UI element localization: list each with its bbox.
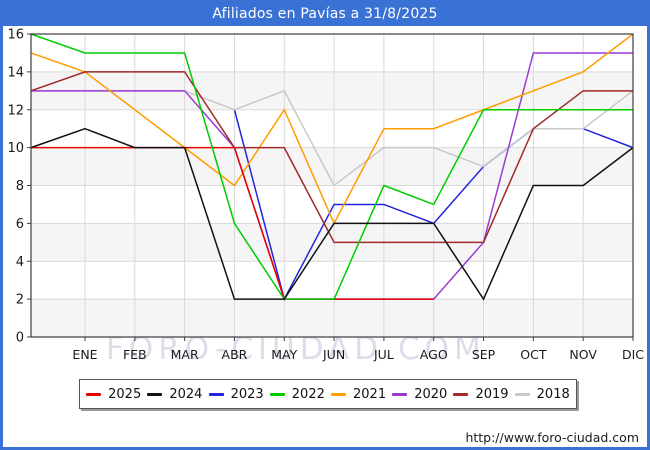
legend-item-2020: 2020 — [392, 387, 447, 402]
legend-dash-icon — [514, 392, 530, 396]
x-tick-label: NOV — [569, 347, 597, 362]
legend-item-2022: 2022 — [269, 386, 325, 402]
y-tick-label: 10 — [7, 141, 24, 156]
legend-item-2018: 2018 — [514, 386, 570, 402]
legend-dash-icon — [453, 392, 469, 396]
legend-label: 2022 — [291, 386, 325, 402]
series-line-2024 — [30, 127, 634, 301]
series-line-2022 — [30, 33, 633, 300]
legend-dash-icon — [392, 392, 408, 396]
legend-dash-icon — [331, 392, 346, 396]
y-tick-label: 4 — [16, 255, 24, 270]
series-line-2025 — [31, 146, 434, 300]
legend-dash-icon — [269, 392, 285, 396]
y-tick-label: 6 — [16, 217, 24, 232]
y-tick-label: 0 — [16, 331, 24, 346]
x-tick-label: ENE — [72, 347, 97, 362]
legend-label: 2018 — [536, 386, 570, 402]
x-tick-label: JUN — [322, 347, 345, 362]
legend-dash-icon — [86, 392, 102, 396]
legend-label: 2025 — [108, 386, 142, 402]
plot-svg: 0 2 4 6 8 10 12 14 16 ENE FEB MAR ABR MAY JUN JUL AGO SEP… — [7, 28, 644, 363]
legend-box: 2025 2024 2023 2022 2021 2020 2019 2018 — [79, 379, 577, 409]
legend-item-2021: 2021 — [331, 387, 386, 402]
chart-title: Afiliados en Pavías a 31/8/2025 — [3, 3, 647, 26]
legend-label: 2024 — [169, 386, 203, 402]
plot-band — [31, 147, 633, 186]
legend-item-2019: 2019 — [453, 386, 509, 402]
legend-label: 2021 — [353, 386, 387, 402]
plot-band — [31, 299, 633, 337]
x-tick-label: FEB — [123, 347, 147, 362]
plot-band — [31, 261, 633, 300]
y-tick-label: 8 — [16, 179, 24, 194]
legend-dash-icon — [208, 392, 224, 396]
x-tick-label: SEP — [472, 347, 496, 362]
x-tick-label: AGO — [420, 347, 448, 362]
plot-band — [31, 223, 633, 262]
x-tick-label: DIC — [622, 347, 644, 362]
legend-dash-icon — [147, 392, 163, 396]
x-tick-label: JUL — [373, 347, 394, 362]
footer-url: http://www.foro-ciudad.com — [465, 430, 639, 445]
x-tick-label: MAR — [171, 347, 199, 362]
y-tick-label: 14 — [7, 65, 24, 80]
legend-item-2025: 2025 — [86, 387, 141, 402]
x-tick-label: MAY — [271, 347, 297, 362]
y-tick-label: 16 — [7, 28, 24, 43]
legend-label: 2019 — [475, 386, 509, 402]
legend-label: 2023 — [230, 386, 264, 402]
legend-label: 2020 — [414, 386, 448, 402]
y-tick-label: 12 — [7, 103, 24, 118]
legend-item-2024: 2024 — [147, 387, 202, 402]
series-line-2019 — [30, 71, 633, 244]
x-tick-label: OCT — [520, 347, 547, 362]
y-tick-label: 2 — [16, 293, 24, 308]
x-tick-label: ABR — [222, 347, 248, 362]
legend-item-2023: 2023 — [208, 386, 264, 402]
